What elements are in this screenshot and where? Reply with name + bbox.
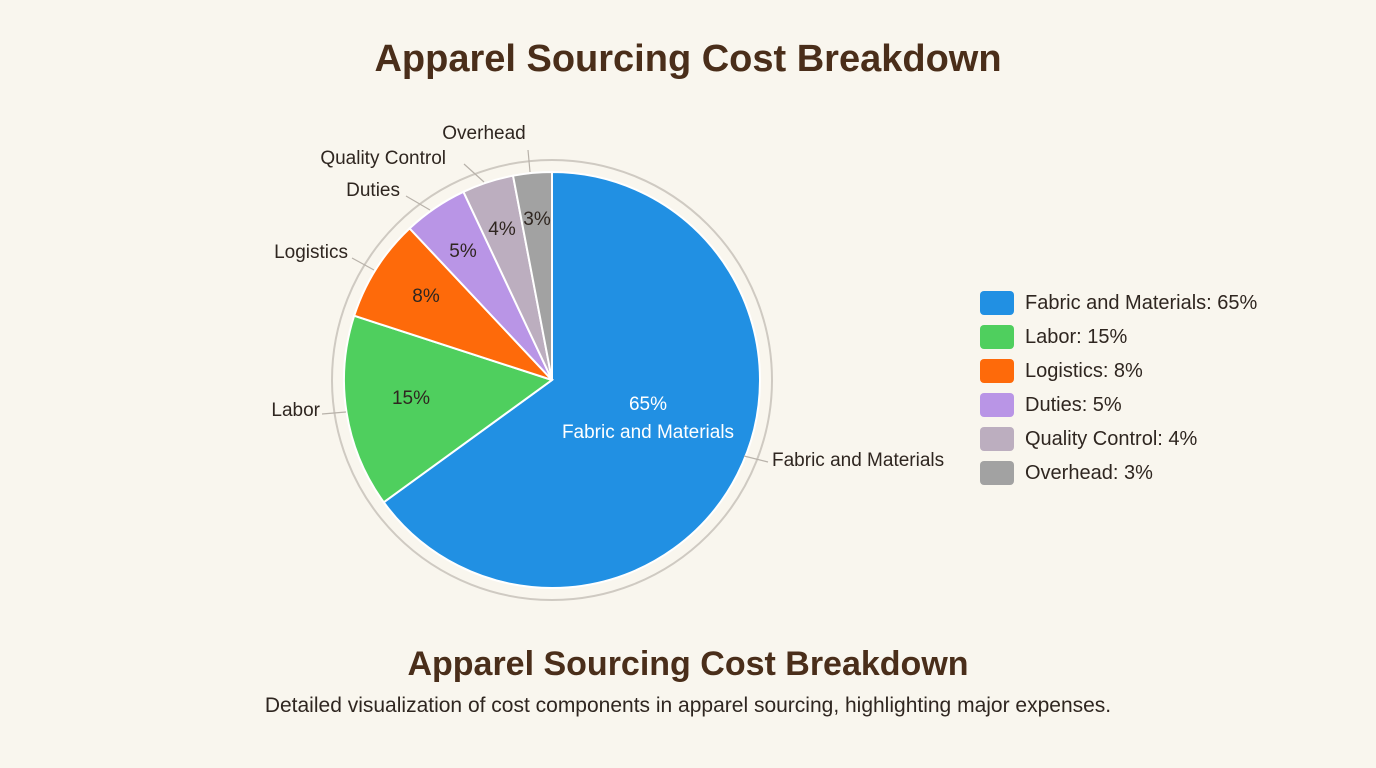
leader-line (351, 257, 375, 271)
legend-swatch (980, 359, 1014, 383)
slice-outer-label: Overhead (442, 123, 525, 144)
legend-item: Duties: 5% (980, 388, 1257, 422)
legend-label: Quality Control: 4% (1025, 427, 1198, 450)
slice-percent-label: 8% (412, 286, 440, 307)
legend-swatch (980, 461, 1014, 485)
pie-slice-logistics (352, 226, 553, 381)
leader-line (743, 455, 769, 463)
legend: Fabric and Materials: 65% Labor: 15% Logis… (980, 286, 1257, 490)
legend-item: Quality Control: 4% (980, 422, 1257, 456)
slice-outer-label: Labor (271, 400, 320, 421)
legend-swatch (980, 427, 1014, 451)
legend-swatch (980, 325, 1014, 349)
slice-outer-label: Quality Control (320, 148, 446, 169)
legend-item: Fabric and Materials: 65% (980, 286, 1257, 320)
legend-label: Fabric and Materials: 65% (1025, 291, 1258, 314)
slice-percent-label: 4% (488, 219, 516, 240)
footer-description: Detailed visualization of cost component… (264, 694, 1112, 717)
legend-item: Logistics: 8% (980, 354, 1257, 388)
slice-percent-label: 3% (523, 209, 551, 230)
pie-slice-fabric-and-materials (382, 170, 761, 589)
slice-outer-label: Duties (346, 180, 400, 201)
legend-label: Duties: 5% (1025, 393, 1122, 416)
legend-label: Overhead: 3% (1025, 461, 1153, 484)
slice-percent-label: 65% (629, 394, 667, 415)
leader-line (527, 149, 531, 173)
pie-slice-labor (343, 314, 555, 504)
legend-item: Overhead: 3% (980, 456, 1257, 490)
legend-item: Labor: 15% (980, 320, 1257, 354)
pie-slice-overhead (511, 170, 553, 381)
legend-label: Logistics: 8% (1025, 359, 1143, 382)
slice-outer-label: Logistics (274, 242, 348, 263)
slice-percent-label: 15% (392, 388, 430, 409)
legend-label: Labor: 15% (1025, 325, 1128, 348)
leader-line (405, 195, 431, 211)
slice-percent-label: 5% (449, 241, 477, 262)
leader-line (463, 163, 485, 183)
pie-outer-ring (331, 159, 773, 601)
slice-outer-label: Fabric and Materials (772, 450, 944, 471)
legend-swatch (980, 291, 1014, 315)
slice-center-sublabel: Fabric and Materials (562, 422, 734, 443)
legend-swatch (980, 393, 1014, 417)
leader-line (321, 411, 347, 415)
footer-title: Apparel Sourcing Cost Breakdown (407, 645, 969, 683)
chart-title: Apparel Sourcing Cost Breakdown (374, 38, 1002, 80)
